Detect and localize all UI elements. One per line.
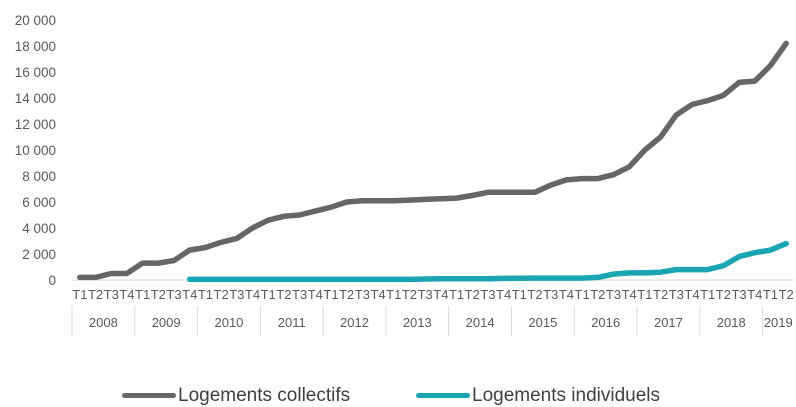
- series-line-collectifs: [80, 43, 786, 277]
- x-tick-label-quarter: T2: [339, 287, 354, 302]
- x-tick-label-year: 2019: [764, 315, 793, 330]
- x-tick-label-quarter: T3: [543, 287, 558, 302]
- legend-swatch-individuels: [416, 393, 470, 398]
- line-chart: 0 2 000 4 000 6 000 8 000 10 000 12 000 14 000 1…: [0, 0, 796, 384]
- x-tick-label-quarter: T3: [292, 287, 307, 302]
- legend-item-individuels: Logements individuels: [416, 384, 660, 407]
- x-tick-label-quarter: T1: [323, 287, 338, 302]
- x-tick-label-quarter: T3: [669, 287, 684, 302]
- x-tick-label-quarter: T2: [465, 287, 480, 302]
- x-tick-label-quarter: T1: [386, 287, 401, 302]
- x-tick-label-quarter: T2: [527, 287, 542, 302]
- x-tick-label-quarter: T1: [763, 287, 778, 302]
- x-tick-label-quarter: T4: [370, 287, 385, 302]
- x-tick-label-quarter: T1: [135, 287, 150, 302]
- y-tick-label: 10 000: [15, 143, 56, 158]
- x-tick-label-quarter: T4: [747, 287, 762, 302]
- x-tick-label-quarter: T4: [245, 287, 260, 302]
- x-tick-label-year: 2008: [89, 315, 118, 330]
- x-tick-label-year: 2011: [278, 315, 306, 330]
- x-tick-label-quarter: T4: [119, 287, 134, 302]
- x-tick-label-quarter: T2: [590, 287, 605, 302]
- y-tick-label: 6 000: [22, 195, 56, 210]
- y-tick-label: 20 000: [15, 13, 56, 28]
- legend: Logements collectifs Logements individue…: [0, 384, 796, 407]
- x-tick-label-quarter: T4: [496, 287, 511, 302]
- x-tick-label-year: 2013: [403, 315, 432, 330]
- x-tick-label-quarter: T3: [229, 287, 244, 302]
- x-tick-label-quarter: T2: [402, 287, 417, 302]
- x-tick-label-quarter: T3: [355, 287, 370, 302]
- x-tick-label-quarter: T3: [606, 287, 621, 302]
- y-tick-label: 2 000: [22, 247, 56, 262]
- x-tick-label-quarter: T2: [276, 287, 291, 302]
- y-tick-label: 16 000: [15, 65, 56, 80]
- x-tick-label-year: 2017: [654, 315, 683, 330]
- x-tick-label-quarter: T1: [261, 287, 276, 302]
- x-tick-label-year: 2010: [214, 315, 243, 330]
- x-tick-label-quarter: T2: [214, 287, 229, 302]
- legend-label-individuels: Logements individuels: [472, 384, 660, 407]
- x-tick-label-year: 2016: [591, 315, 620, 330]
- y-tick-label: 8 000: [22, 169, 56, 184]
- y-tick-label: 4 000: [22, 221, 56, 236]
- x-tick-label-year: 2015: [528, 315, 557, 330]
- x-tick-label-year: 2014: [466, 315, 495, 330]
- x-tick-label-quarter: T2: [716, 287, 731, 302]
- x-tick-label-quarter: T3: [480, 287, 495, 302]
- y-tick-label: 12 000: [15, 117, 56, 132]
- x-tick-label-quarter: T3: [731, 287, 746, 302]
- series-line-individuels: [190, 244, 787, 280]
- x-tick-label-quarter: T4: [559, 287, 574, 302]
- x-tick-label-quarter: T4: [182, 287, 197, 302]
- y-tick-label: 18 000: [15, 39, 56, 54]
- x-tick-label-quarter: T4: [308, 287, 323, 302]
- x-tick-label-quarter: T1: [700, 287, 715, 302]
- y-tick-label: 14 000: [15, 91, 56, 106]
- x-tick-label-quarter: T1: [449, 287, 464, 302]
- x-tick-label-year: 2012: [340, 315, 369, 330]
- legend-item-collectifs: Logements collectifs: [122, 384, 350, 407]
- x-tick-label-quarter: T4: [622, 287, 637, 302]
- legend-label-collectifs: Logements collectifs: [178, 384, 350, 407]
- x-tick-label-quarter: T2: [88, 287, 103, 302]
- x-tick-label-quarter: T2: [779, 287, 794, 302]
- x-tick-label-quarter: T3: [104, 287, 119, 302]
- x-tick-label-quarter: T4: [684, 287, 699, 302]
- x-tick-label-quarter: T3: [418, 287, 433, 302]
- x-tick-label-quarter: T1: [637, 287, 652, 302]
- x-tick-label-quarter: T3: [166, 287, 181, 302]
- y-tick-label: 0: [48, 273, 56, 288]
- legend-swatch-collectifs: [122, 393, 176, 398]
- x-tick-label-quarter: T2: [653, 287, 668, 302]
- x-tick-label-quarter: T2: [151, 287, 166, 302]
- x-tick-label-quarter: T1: [72, 287, 87, 302]
- x-tick-label-quarter: T1: [198, 287, 213, 302]
- x-tick-label-quarter: T4: [433, 287, 448, 302]
- x-tick-label-year: 2018: [717, 315, 746, 330]
- x-tick-label-year: 2009: [152, 315, 181, 330]
- x-tick-label-quarter: T1: [575, 287, 590, 302]
- x-tick-label-quarter: T1: [512, 287, 527, 302]
